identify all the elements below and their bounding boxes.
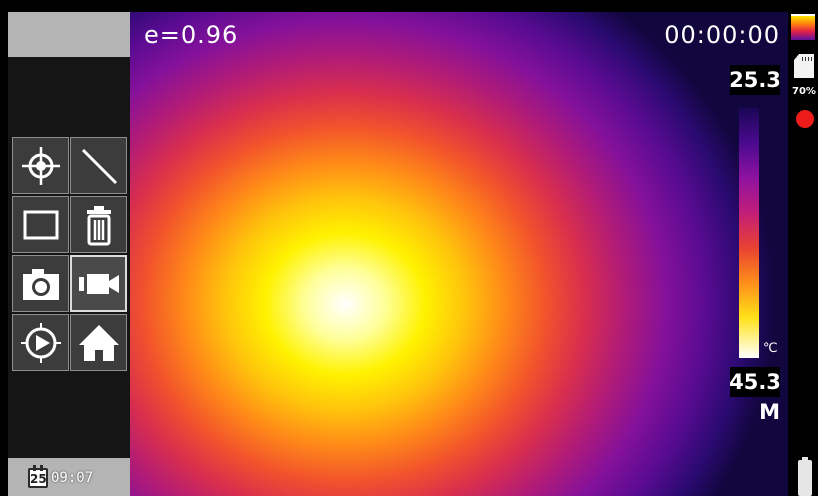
temp-scale-bottom: 45.3 [729, 367, 781, 397]
clock-time: 09:07 [51, 470, 94, 486]
delete-button[interactable] [70, 196, 127, 253]
left-panel-header [8, 12, 130, 57]
toolbar-panel [8, 57, 130, 458]
temperature-colorbar [739, 108, 759, 358]
spot-measure-button[interactable] [12, 137, 69, 194]
record-video-button[interactable] [70, 255, 127, 312]
system-status-strip: 70% [788, 12, 818, 496]
play-circle-icon [20, 322, 61, 363]
status-bar: 25 09:07 [8, 458, 130, 496]
date-day: 25 [30, 472, 47, 486]
line-icon [81, 148, 117, 184]
playback-button[interactable] [12, 314, 69, 371]
calendar-icon: 25 [28, 465, 48, 488]
home-button[interactable] [70, 314, 127, 371]
storage-percent: 70% [792, 86, 816, 97]
thermal-image-view[interactable]: e=0.96 00:00:00 25.3 ℃ 45.3 M [130, 12, 788, 496]
rectangle-icon [23, 210, 58, 239]
camera-icon [22, 268, 59, 300]
capture-photo-button[interactable] [12, 255, 69, 312]
video-camera-icon [78, 273, 119, 294]
temp-scale-top: 25.3 [729, 65, 781, 95]
palette-icon[interactable] [791, 14, 815, 40]
recording-indicator-icon [796, 110, 814, 128]
recording-timer: 00:00:00 [664, 21, 780, 49]
range-mode-label: M [759, 400, 780, 424]
line-measure-button[interactable] [70, 137, 127, 194]
temperature-unit: ℃ [763, 341, 778, 356]
home-icon [78, 324, 119, 361]
emissivity-label: e=0.96 [144, 21, 239, 49]
crosshair-icon [21, 146, 60, 185]
trash-icon [86, 205, 111, 245]
sd-card-icon [794, 54, 814, 78]
date-time: 25 09:07 [28, 465, 94, 488]
battery-icon [798, 457, 812, 496]
area-measure-button[interactable] [12, 196, 69, 253]
